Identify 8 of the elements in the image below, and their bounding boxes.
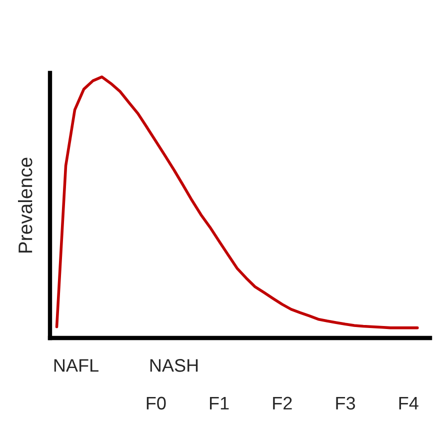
y-axis-title: Prevalence	[18, 158, 32, 253]
x-tick-label: F0	[146, 396, 166, 410]
text: NAFL	[54, 359, 98, 372]
x-tick-label: F4	[399, 396, 418, 410]
x-tick-label: F2	[273, 396, 292, 410]
text: NASH	[150, 359, 198, 372]
x-tick-label: F1	[210, 396, 229, 410]
x-tick-label: F3	[336, 396, 355, 410]
